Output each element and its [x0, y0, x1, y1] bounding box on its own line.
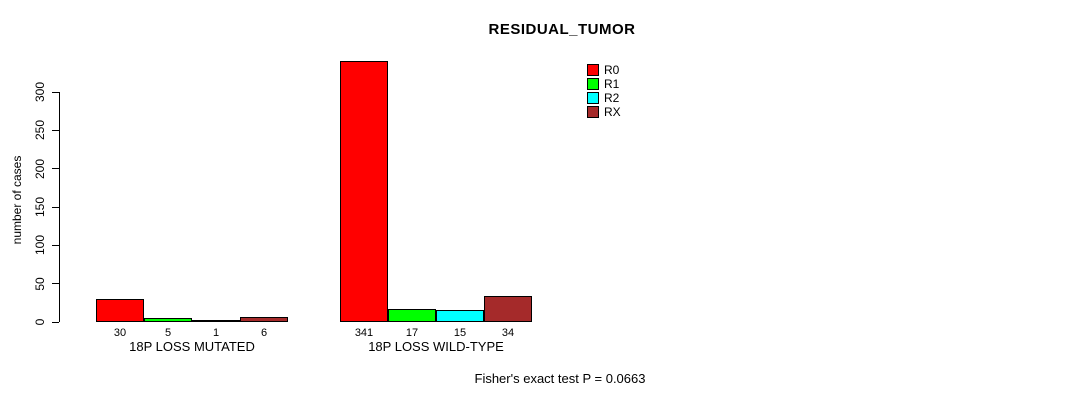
bar-value-label: 34 [501, 327, 515, 339]
chart-title: RESIDUAL_TUMOR [488, 21, 636, 38]
legend-item-r1: R1 [587, 77, 621, 91]
x-group-label: 18P LOSS WILD-TYPE [368, 339, 504, 354]
y-tick [52, 321, 59, 323]
y-tick-label: 300 [33, 81, 47, 103]
legend-label: R1 [604, 77, 620, 91]
bar-value-label: 30 [113, 327, 127, 339]
bar-value-label: 17 [405, 327, 419, 339]
y-tick-label: 150 [33, 196, 47, 218]
legend-swatch-icon [587, 106, 599, 118]
bar-r1-group2 [388, 309, 436, 322]
y-tick-label: 200 [33, 158, 47, 179]
legend-swatch-icon [587, 78, 599, 90]
legend-label: RX [604, 105, 621, 119]
y-axis-line [59, 92, 60, 322]
bar-r0-group2 [340, 61, 388, 322]
y-tick [52, 129, 59, 131]
bar-value-label: 6 [260, 327, 268, 339]
y-tick [52, 206, 59, 208]
y-tick-label: 0 [33, 318, 47, 326]
y-tick [52, 168, 59, 170]
x-group-label: 18P LOSS MUTATED [129, 339, 255, 354]
bar-r1-group1 [144, 318, 192, 322]
y-axis-label: number of cases [10, 155, 24, 245]
bar-value-label: 15 [453, 327, 467, 339]
legend-label: R0 [604, 63, 620, 77]
legend-label: R2 [604, 91, 620, 105]
bar-r2-group2 [436, 310, 484, 322]
y-tick-label: 100 [33, 235, 47, 256]
legend-item-r2: R2 [587, 91, 621, 105]
legend: R0 R1 R2 RX [587, 63, 621, 119]
y-tick [52, 91, 59, 93]
bar-r2-group1 [192, 320, 240, 322]
y-tick [52, 283, 59, 285]
bar-value-label: 5 [164, 327, 172, 339]
y-tick-label: 50 [33, 276, 47, 291]
bar-rx-group1 [240, 317, 288, 322]
footer-annotation: Fisher's exact test P = 0.0663 [474, 371, 646, 386]
legend-swatch-icon [587, 64, 599, 76]
legend-item-rx: RX [587, 105, 621, 119]
legend-item-r0: R0 [587, 63, 621, 77]
bar-rx-group2 [484, 296, 532, 322]
y-tick [52, 244, 59, 246]
bar-r0-group1 [96, 299, 144, 322]
legend-swatch-icon [587, 92, 599, 104]
y-tick-label: 250 [33, 120, 47, 141]
bar-value-label: 1 [212, 327, 220, 339]
bar-value-label: 341 [354, 327, 374, 339]
